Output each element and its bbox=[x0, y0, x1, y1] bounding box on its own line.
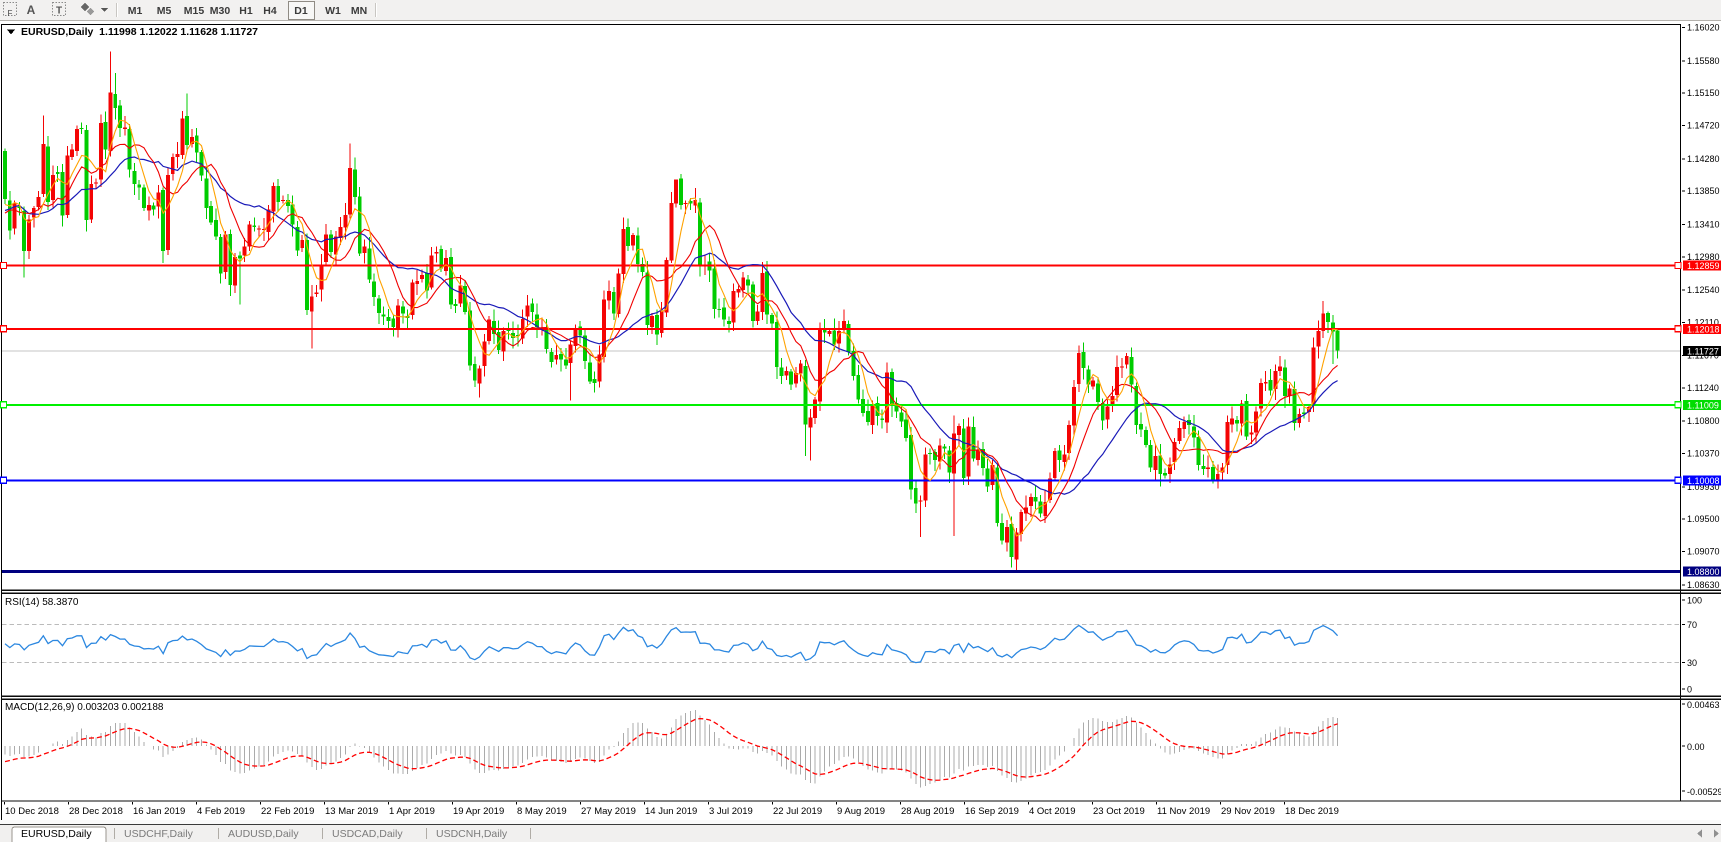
svg-text:W1: W1 bbox=[325, 5, 341, 17]
svg-text:1.15580: 1.15580 bbox=[1687, 56, 1720, 66]
svg-text:16 Jan 2019: 16 Jan 2019 bbox=[133, 806, 185, 817]
svg-text:3 Jul 2019: 3 Jul 2019 bbox=[709, 806, 753, 817]
svg-text:22 Feb 2019: 22 Feb 2019 bbox=[261, 806, 314, 817]
svg-text:23 Oct 2019: 23 Oct 2019 bbox=[1093, 806, 1145, 817]
svg-text:MACD(12,26,9) 0.003203 0.00218: MACD(12,26,9) 0.003203 0.002188 bbox=[5, 702, 164, 713]
svg-text:1.10800: 1.10800 bbox=[1687, 416, 1720, 426]
svg-text:10 Dec 2018: 10 Dec 2018 bbox=[5, 806, 59, 817]
svg-text:M30: M30 bbox=[210, 5, 231, 17]
svg-text:1.12540: 1.12540 bbox=[1687, 285, 1720, 295]
svg-text:1.11009: 1.11009 bbox=[1687, 400, 1719, 410]
svg-text:1.08800: 1.08800 bbox=[1687, 567, 1720, 577]
svg-text:29 Nov 2019: 29 Nov 2019 bbox=[1221, 806, 1275, 817]
svg-text:1 Apr 2019: 1 Apr 2019 bbox=[389, 806, 435, 817]
svg-text:16 Sep 2019: 16 Sep 2019 bbox=[965, 806, 1019, 817]
svg-text:70: 70 bbox=[1687, 620, 1697, 630]
svg-text:8 May 2019: 8 May 2019 bbox=[517, 806, 567, 817]
svg-text:27 May 2019: 27 May 2019 bbox=[581, 806, 636, 817]
svg-text:1.14280: 1.14280 bbox=[1687, 154, 1720, 164]
svg-text:M15: M15 bbox=[184, 5, 205, 17]
svg-text:RSI(14) 58.3870: RSI(14) 58.3870 bbox=[5, 597, 79, 608]
svg-text:H1: H1 bbox=[239, 5, 253, 17]
svg-text:EURUSD,Daily: EURUSD,Daily bbox=[21, 828, 92, 840]
svg-text:H4: H4 bbox=[263, 5, 277, 17]
svg-text:14 Jun 2019: 14 Jun 2019 bbox=[645, 806, 697, 817]
svg-text:30: 30 bbox=[1687, 658, 1697, 668]
svg-text:1.13410: 1.13410 bbox=[1687, 219, 1720, 229]
svg-text:100: 100 bbox=[1687, 596, 1702, 606]
svg-text:AUDUSD,Daily: AUDUSD,Daily bbox=[228, 828, 299, 840]
svg-text:1.08630: 1.08630 bbox=[1687, 580, 1720, 590]
svg-text:0.00: 0.00 bbox=[1687, 742, 1705, 752]
svg-text:D1: D1 bbox=[294, 5, 308, 17]
svg-text:1.09500: 1.09500 bbox=[1687, 514, 1720, 524]
svg-text:18 Dec 2019: 18 Dec 2019 bbox=[1285, 806, 1339, 817]
svg-text:-0.00529: -0.00529 bbox=[1687, 787, 1721, 797]
svg-text:1.15150: 1.15150 bbox=[1687, 88, 1720, 98]
svg-text:0: 0 bbox=[1687, 685, 1692, 695]
svg-text:1.11240: 1.11240 bbox=[1687, 383, 1719, 393]
svg-text:4 Feb 2019: 4 Feb 2019 bbox=[197, 806, 245, 817]
svg-text:1.10370: 1.10370 bbox=[1687, 449, 1720, 459]
svg-text:1.13850: 1.13850 bbox=[1687, 186, 1720, 196]
svg-text:USDCNH,Daily: USDCNH,Daily bbox=[436, 828, 508, 840]
svg-text:M1: M1 bbox=[128, 5, 143, 17]
svg-text:28 Aug 2019: 28 Aug 2019 bbox=[901, 806, 954, 817]
svg-text:1.11727: 1.11727 bbox=[1687, 346, 1719, 356]
svg-text:EURUSD,Daily 1.11998 1.12022: EURUSD,Daily 1.11998 1.12022 1.11628 1.1… bbox=[21, 26, 258, 38]
svg-text:1.12980: 1.12980 bbox=[1687, 252, 1720, 262]
svg-text:11 Nov 2019: 11 Nov 2019 bbox=[1157, 806, 1210, 817]
svg-text:28 Dec 2018: 28 Dec 2018 bbox=[69, 806, 123, 817]
svg-text:1.12110: 1.12110 bbox=[1687, 317, 1719, 327]
svg-text:USDCHF,Daily: USDCHF,Daily bbox=[124, 828, 194, 840]
svg-text:A: A bbox=[27, 3, 36, 17]
svg-text:M5: M5 bbox=[157, 5, 172, 17]
svg-text:MN: MN bbox=[351, 5, 367, 17]
svg-text:22 Jul 2019: 22 Jul 2019 bbox=[773, 806, 822, 817]
svg-text:1.09930: 1.09930 bbox=[1687, 482, 1720, 492]
svg-text:T: T bbox=[56, 6, 62, 17]
svg-text:1.16020: 1.16020 bbox=[1687, 23, 1720, 33]
svg-text:4 Oct 2019: 4 Oct 2019 bbox=[1029, 806, 1075, 817]
svg-text:1.12859: 1.12859 bbox=[1687, 261, 1720, 271]
svg-text:1.10008: 1.10008 bbox=[1687, 476, 1720, 486]
svg-text:F: F bbox=[8, 9, 13, 18]
svg-text:USDCAD,Daily: USDCAD,Daily bbox=[332, 828, 403, 840]
svg-text:1.14720: 1.14720 bbox=[1687, 121, 1720, 131]
svg-text:9 Aug 2019: 9 Aug 2019 bbox=[837, 806, 885, 817]
svg-text:1.12018: 1.12018 bbox=[1687, 324, 1720, 334]
svg-text:1.09070: 1.09070 bbox=[1687, 547, 1720, 557]
svg-text:19 Apr 2019: 19 Apr 2019 bbox=[453, 806, 504, 817]
svg-text:0.00463: 0.00463 bbox=[1687, 700, 1720, 710]
svg-text:13 Mar 2019: 13 Mar 2019 bbox=[325, 806, 378, 817]
